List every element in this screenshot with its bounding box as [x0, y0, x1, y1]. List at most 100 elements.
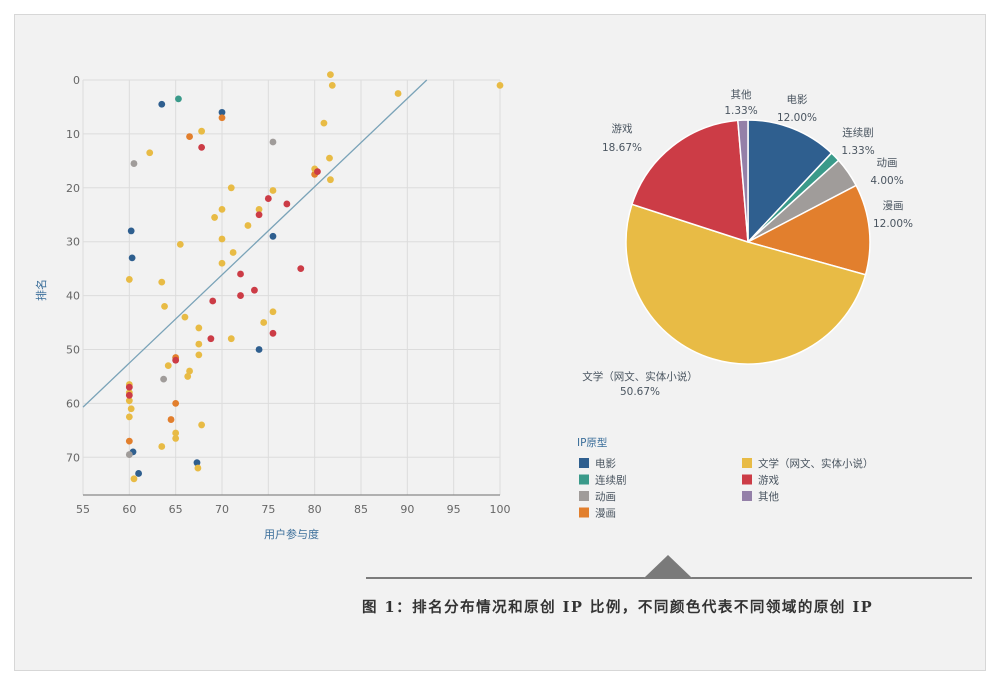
scatter-point	[186, 133, 193, 140]
scatter-point	[227, 184, 235, 192]
x-tick-label: 70	[215, 503, 229, 516]
scatter-point	[198, 421, 206, 429]
scatter-point	[251, 286, 258, 294]
scatter-point	[269, 308, 277, 316]
scatter-point	[186, 367, 193, 375]
scatter-point	[255, 346, 263, 353]
scatter-point	[269, 187, 277, 194]
pie-slice-percent: 50.67%	[620, 386, 660, 398]
y-tick-label: 0	[73, 74, 80, 87]
scatter-point	[198, 127, 206, 135]
scatter-point	[198, 143, 206, 151]
legend-label: 电影	[595, 457, 616, 470]
scatter-point	[125, 413, 133, 421]
scatter-point	[237, 270, 244, 278]
figure-caption: 图 1：排名分布情况和原创 IP 比例，不同颜色代表不同领域的原创 IP	[362, 599, 874, 616]
scatter-point	[207, 335, 215, 343]
scatter-point	[255, 211, 263, 219]
scatter-point	[255, 205, 263, 213]
pie-slice	[747, 119, 833, 244]
y-tick-label: 40	[66, 290, 80, 303]
scatter-point	[176, 240, 184, 248]
pie-slice-percent: 12.00%	[777, 112, 817, 124]
y-tick-label: 30	[66, 236, 80, 249]
legend-label: 其他	[758, 490, 779, 503]
scatter-point	[218, 114, 226, 122]
scatter-point	[194, 464, 202, 472]
scatter-point	[128, 254, 136, 262]
scatter-point	[125, 383, 133, 391]
scatter-point	[269, 138, 277, 146]
pie-slice-label: 游戏	[612, 122, 633, 135]
scatter-point	[158, 100, 166, 108]
scatter-point	[244, 222, 252, 229]
x-tick-label: 60	[122, 503, 136, 516]
scatter-point	[326, 154, 333, 162]
scatter-point	[130, 475, 138, 483]
pie-slice-percent: 18.67%	[602, 142, 642, 154]
scatter-point	[164, 362, 172, 370]
scatter-point	[327, 71, 334, 79]
legend-title: IP原型	[577, 436, 607, 449]
scatter-points	[125, 71, 504, 483]
x-tick-label: 90	[400, 503, 414, 516]
scatter-point	[160, 375, 168, 383]
x-tick-label: 65	[169, 503, 183, 516]
y-tick-label: 20	[66, 182, 80, 195]
x-tick-label: 75	[261, 503, 275, 516]
scatter-point	[125, 451, 133, 458]
caption-pointer	[644, 555, 692, 578]
scatter-point	[260, 319, 268, 326]
scatter-point	[167, 416, 175, 423]
pie-labels: 电影12.00%连续剧1.33%动画4.00%漫画12.00%文学（网文、实体小…	[582, 88, 913, 398]
legend-swatch	[579, 458, 589, 468]
caption-divider	[366, 555, 972, 579]
scatter-point	[172, 429, 180, 437]
scatter-grid	[82, 79, 501, 496]
scatter-point	[195, 324, 203, 332]
scatter-point	[314, 168, 321, 176]
scatter-point	[146, 149, 154, 157]
pie-slice-percent: 4.00%	[870, 175, 903, 187]
legend-swatch	[742, 491, 752, 501]
scatter-point	[327, 176, 334, 184]
scatter-point	[193, 459, 201, 467]
scatter-point	[209, 297, 217, 305]
scatter-point	[130, 160, 138, 167]
scatter-point	[195, 351, 203, 359]
x-tick-label: 95	[447, 503, 461, 516]
scatter-point	[328, 81, 336, 89]
pie-slice-label: 电影	[787, 93, 808, 106]
scatter-point	[127, 227, 135, 235]
scatter-point	[135, 470, 143, 477]
x-tick-label: 80	[308, 503, 322, 516]
scatter-point	[283, 200, 291, 208]
pie-slice-percent: 1.33%	[841, 145, 874, 157]
legend-label: 动画	[595, 491, 616, 503]
x-tick-label: 55	[76, 503, 90, 516]
pie-slice	[737, 119, 749, 243]
legend-swatch	[742, 474, 752, 485]
scatter-point	[125, 276, 133, 283]
scatter-point	[161, 302, 168, 310]
scatter-point	[320, 119, 328, 127]
x-axis-title: 用户参与度	[264, 527, 319, 541]
scatter-point	[218, 235, 226, 243]
scatter-point	[125, 437, 133, 445]
scatter-point	[125, 397, 133, 405]
scatter-point	[175, 95, 182, 103]
scatter-point	[172, 435, 180, 442]
pie-slice	[745, 184, 871, 276]
pie-slice-label: 动画	[877, 157, 898, 169]
scatter-point	[125, 391, 133, 399]
legend-swatch	[579, 491, 589, 501]
scatter-point	[269, 329, 277, 337]
scatter-point	[172, 399, 180, 407]
scatter-point	[172, 356, 180, 364]
pie-slice	[625, 203, 867, 365]
scatter-point	[158, 443, 166, 450]
regression-line	[82, 79, 428, 408]
scatter-point	[184, 373, 192, 380]
